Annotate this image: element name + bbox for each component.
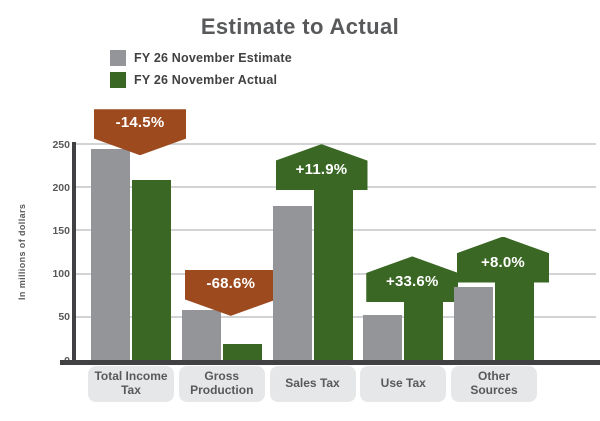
- legend: FY 26 November Estimate FY 26 November Ac…: [110, 50, 292, 88]
- percent-change-callout: +11.9%: [275, 144, 368, 191]
- legend-item-label: FY 26 November Estimate: [134, 51, 292, 65]
- bar-actual: [132, 180, 171, 360]
- bar-actual: [495, 280, 534, 360]
- category-label-text: Total Income Tax: [94, 369, 168, 397]
- bar-actual: [404, 300, 444, 360]
- bar-estimate: [272, 206, 312, 360]
- bar-estimate: [91, 149, 130, 360]
- bar-group: -14.5%: [91, 109, 186, 360]
- category-label-text: Gross Production: [190, 369, 254, 397]
- category-label: Total Income Tax: [88, 366, 174, 402]
- y-tick-label: 200: [52, 181, 70, 194]
- legend-item: FY 26 November Actual: [110, 72, 292, 88]
- bar-group: +8.0%: [454, 144, 549, 360]
- category-label: Use Tax: [360, 366, 447, 402]
- y-tick-label: 100: [52, 268, 70, 281]
- legend-item-label: FY 26 November Actual: [134, 73, 278, 87]
- bar-actual: [222, 344, 262, 360]
- y-axis-ticks: 250200150100500: [30, 139, 70, 365]
- bar-actual: [313, 188, 353, 360]
- category-label-text: Sales Tax: [285, 376, 340, 391]
- chart-title: Estimate to Actual: [200, 14, 400, 39]
- category-label: Sales Tax: [269, 366, 356, 402]
- actual-swatch-icon: [110, 72, 126, 88]
- x-axis-line: [60, 360, 600, 365]
- bar-group: +33.6%: [363, 144, 459, 360]
- gridline: [76, 143, 596, 145]
- category-label-text: Other Sources: [470, 369, 518, 397]
- bar-estimate: [181, 309, 221, 360]
- percent-change-callout: +33.6%: [366, 256, 459, 303]
- percent-change-callout: -14.5%: [94, 109, 186, 156]
- percent-change-callout: +8.0%: [457, 236, 549, 283]
- y-tick-label: 150: [52, 224, 70, 237]
- y-tick-label: 250: [52, 138, 70, 151]
- category-label: Other Sources: [451, 366, 537, 402]
- category-label: Gross Production: [178, 366, 265, 402]
- y-tick-label: 50: [58, 311, 70, 324]
- bar-group: -68.6%: [181, 144, 277, 360]
- bar-group: +11.9%: [272, 144, 368, 360]
- bar-estimate: [363, 315, 403, 360]
- y-axis-line: [72, 142, 76, 364]
- plot-area: -14.5% -68.6% +11.9% +33.6% +8.0%: [60, 109, 600, 365]
- category-labels: Total Income Tax Gross Production Sales Ta…: [76, 366, 596, 406]
- bar-estimate: [454, 286, 493, 360]
- legend-item: FY 26 November Estimate: [110, 50, 292, 66]
- y-axis-label: In millions of dollars: [17, 203, 27, 301]
- estimate-swatch-icon: [110, 50, 126, 66]
- category-label-text: Use Tax: [380, 376, 426, 391]
